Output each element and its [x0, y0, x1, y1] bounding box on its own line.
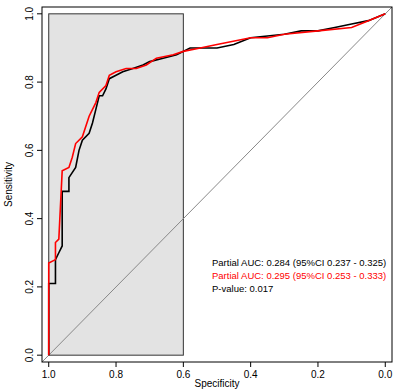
y-tick-label: 0.2	[24, 280, 35, 294]
plot-area	[42, 7, 392, 362]
y-tick	[37, 150, 42, 151]
y-tick-label: 0.6	[24, 143, 35, 157]
y-axis-title: Sensitivity	[3, 162, 14, 207]
x-tick-label: 0.0	[378, 369, 392, 380]
y-tick	[37, 82, 42, 83]
y-tick-label: 0.8	[24, 75, 35, 89]
x-tick-label: 0.8	[109, 369, 123, 380]
y-tick-label: 0.0	[24, 348, 35, 362]
x-tick	[48, 362, 49, 367]
annotation: Partial AUC: 0.295 (95%CI 0.253 - 0.333)	[212, 270, 386, 281]
y-tick	[37, 286, 42, 287]
x-tick	[250, 362, 251, 367]
roc-curve	[49, 14, 386, 355]
x-tick	[183, 362, 184, 367]
x-axis-title: Specificity	[194, 378, 239, 389]
y-tick	[37, 218, 42, 219]
y-tick	[37, 355, 42, 356]
x-tick	[317, 362, 318, 367]
y-tick-label: 1.0	[24, 6, 35, 20]
y-tick	[37, 13, 42, 14]
annotation: P-value: 0.017	[212, 283, 273, 294]
x-tick-label: 1.0	[42, 369, 56, 380]
plot-frame	[42, 7, 392, 362]
chart: 1.0 0.8 0.6 0.4 0.2 0.0 0.0 0.2 0.4 0.6 0.8 1.0 Spec…	[0, 0, 400, 391]
x-tick-label: 0.6	[176, 369, 190, 380]
x-tick	[385, 362, 386, 367]
x-tick-label: 0.2	[311, 369, 325, 380]
x-tick-label: 0.4	[244, 369, 258, 380]
annotation: Partial AUC: 0.284 (95%CI 0.237 - 0.325)	[212, 257, 386, 268]
y-tick-label: 0.4	[24, 211, 35, 225]
roc-curve	[49, 14, 386, 355]
reference-diagonal	[42, 7, 392, 362]
x-tick	[116, 362, 117, 367]
